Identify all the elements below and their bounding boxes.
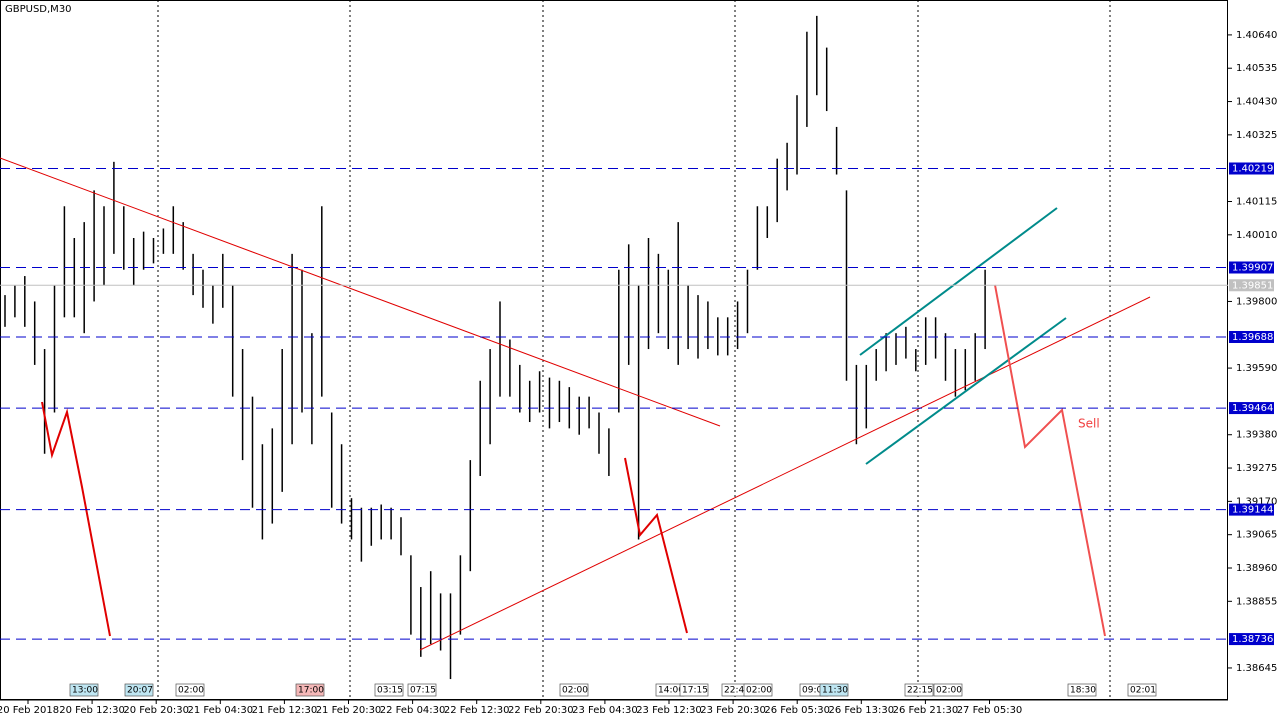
- x-tick-label: 20 Feb 2018: [0, 705, 59, 716]
- event-box: [407, 683, 437, 697]
- current-price-box: [1229, 279, 1274, 292]
- level-label: 1.39907: [1232, 262, 1273, 273]
- x-tick-label: 21 Feb 04:30: [187, 705, 253, 716]
- event-label: 03:15: [377, 686, 403, 696]
- y-tick-label: 1.39800: [1236, 296, 1277, 307]
- event-box: [1067, 683, 1097, 697]
- event-label: 22:15: [907, 686, 933, 696]
- chart-title: GBPUSD,M30: [5, 4, 72, 15]
- event-box: [124, 683, 154, 697]
- x-tick-label: 23 Feb 12:30: [636, 705, 702, 716]
- x-tick-label: 26 Feb 05:30: [764, 705, 830, 716]
- forecast-arrow: [624, 457, 688, 634]
- event-label: 02:00: [178, 686, 204, 696]
- day-separators: [157, 0, 1111, 700]
- event-box: [1127, 683, 1157, 697]
- x-tick-label: 21 Feb 12:30: [252, 705, 318, 716]
- y-tick-label: 1.38855: [1236, 596, 1277, 607]
- trendline: [419, 296, 1151, 651]
- y-tick-label: 1.40535: [1236, 63, 1277, 74]
- price-bars: [4, 15, 986, 680]
- channel-line: [859, 207, 1058, 356]
- event-label: 13:00: [72, 686, 98, 696]
- event-label: 20:07: [127, 686, 153, 696]
- level-box: [1229, 261, 1274, 274]
- level-box: [1229, 503, 1274, 516]
- event-box: [175, 683, 205, 697]
- level-label: 1.39688: [1232, 332, 1273, 343]
- event-box: [69, 683, 99, 697]
- level-label: 1.40219: [1232, 163, 1273, 174]
- event-label: 17:15: [682, 686, 708, 696]
- level-box: [1229, 162, 1274, 175]
- level-label: 1.38736: [1232, 634, 1273, 645]
- x-tick-label: 20 Feb 20:30: [123, 705, 189, 716]
- event-label: 07:15: [410, 686, 436, 696]
- event-box: [819, 683, 849, 697]
- x-tick-label: 26 Feb 21:30: [893, 705, 959, 716]
- x-tick-label: 23 Feb 04:30: [572, 705, 638, 716]
- event-label: 22:40: [724, 686, 750, 696]
- x-tick-label: 20 Feb 12:30: [59, 705, 125, 716]
- event-box: [559, 683, 589, 697]
- level-box: [1229, 402, 1274, 415]
- y-tick-label: 1.39065: [1236, 530, 1277, 541]
- x-tick-label: 21 Feb 20:30: [316, 705, 382, 716]
- event-box: [295, 683, 325, 697]
- y-tick-label: 1.39170: [1236, 496, 1277, 507]
- x-tick-label: 22 Feb 20:30: [508, 705, 574, 716]
- event-box: [679, 683, 709, 697]
- event-label: 17:00: [298, 686, 324, 696]
- event-label: 02:01: [1130, 686, 1156, 696]
- event-label: 02:00: [562, 686, 588, 696]
- forecast-arrow: [994, 284, 1106, 637]
- event-label: 02:00: [936, 686, 962, 696]
- y-tick-label: 1.38960: [1236, 563, 1277, 574]
- x-tick-label: 22 Feb 04:30: [380, 705, 446, 716]
- y-tick-label: 1.40640: [1236, 30, 1277, 41]
- x-tick-label: 26 Feb 13:30: [828, 705, 894, 716]
- current-price-label: 1.39851: [1232, 280, 1273, 291]
- event-box: [743, 683, 773, 697]
- event-label: 11:30: [822, 686, 848, 696]
- y-tick-label: 1.40010: [1236, 230, 1277, 241]
- trendlines: [0, 157, 1151, 651]
- event-box: [933, 683, 963, 697]
- x-tick-label: 23 Feb 20:30: [700, 705, 766, 716]
- event-box: [904, 683, 934, 697]
- y-tick-label: 1.39590: [1236, 363, 1277, 374]
- y-tick-label: 1.40430: [1236, 97, 1277, 108]
- event-label: 02:00: [746, 686, 772, 696]
- annotation: Sell: [1078, 417, 1100, 431]
- y-tick-label: 1.39275: [1236, 463, 1277, 474]
- trendline: [0, 157, 721, 427]
- channel-line: [865, 317, 1067, 465]
- level-box: [1229, 633, 1274, 646]
- y-tick-label: 1.40115: [1236, 196, 1277, 207]
- y-tick-label: 1.40325: [1236, 130, 1277, 141]
- level-label: 1.39464: [1232, 403, 1273, 414]
- event-label: 14:00: [658, 686, 684, 696]
- y-tick-label: 1.38645: [1236, 663, 1277, 674]
- level-box: [1229, 330, 1274, 343]
- x-tick-label: 22 Feb 12:30: [444, 705, 510, 716]
- event-label: 09:00: [802, 686, 828, 696]
- event-box: [374, 683, 404, 697]
- level-label: 1.39144: [1232, 505, 1273, 516]
- event-label: 18:30: [1070, 686, 1096, 696]
- y-tick-label: 1.39380: [1236, 430, 1277, 441]
- x-tick-label: 27 Feb 05:30: [957, 705, 1023, 716]
- forecast-arrow: [41, 401, 111, 637]
